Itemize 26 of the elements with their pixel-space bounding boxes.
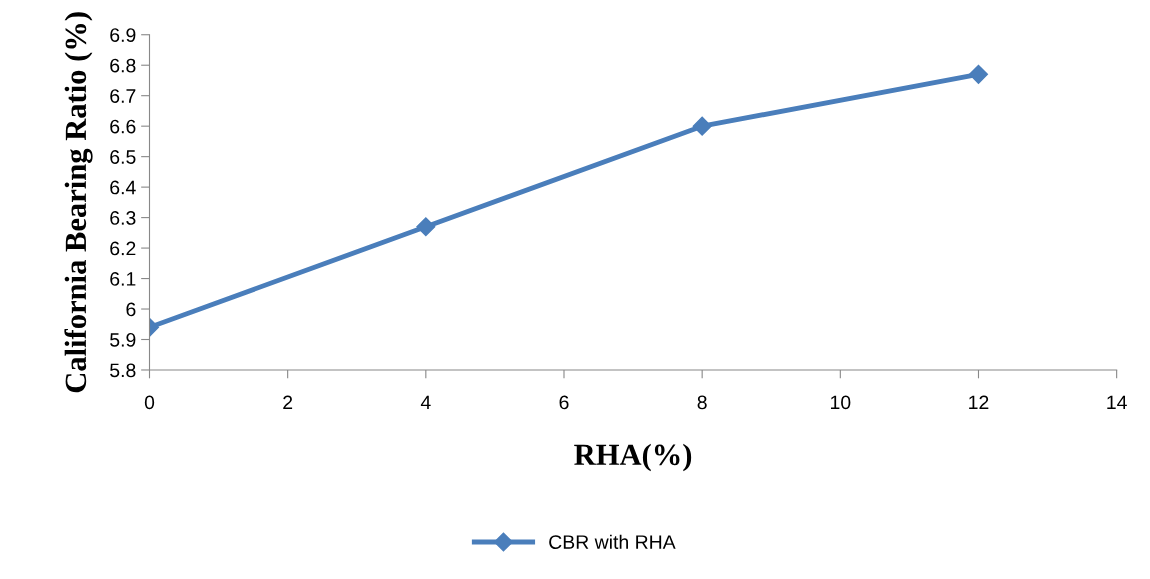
x-tick-label: 6	[559, 395, 569, 410]
x-axis-title: RHA(%)	[574, 443, 692, 472]
y-tick-label: 5.9	[110, 332, 136, 347]
x-tick-label: 2	[283, 395, 293, 410]
x-tick-label: 14	[1107, 395, 1127, 410]
y-tick-label: 6.9	[110, 28, 136, 42]
y-tick-label: 6.6	[110, 119, 136, 134]
y-axis-title: California Bearing Ratio (%)	[64, 12, 93, 393]
point	[968, 64, 989, 84]
y-tick-label: 6	[126, 302, 136, 317]
y-tick-label: 6.4	[110, 180, 136, 195]
y-tick-label: 6.1	[110, 272, 136, 286]
point	[416, 217, 436, 237]
point	[692, 116, 712, 136]
legend-label: CBR with RHA	[549, 534, 676, 549]
x-tick-label: 10	[830, 395, 851, 410]
y-tick-label: 6.3	[110, 211, 136, 225]
x-tick-label: 0	[144, 395, 155, 410]
y-tick-label: 6.2	[110, 241, 136, 256]
y-tick-label: 5.8	[110, 363, 136, 378]
x-tick-label: 4	[420, 395, 431, 410]
x-tick-label: 12	[969, 395, 989, 410]
y-tick-label: 6.7	[110, 89, 136, 103]
y-tick-label: 6.8	[110, 58, 136, 73]
x-tick-label: 8	[697, 395, 707, 410]
y-tick-label: 6.5	[110, 150, 136, 164]
